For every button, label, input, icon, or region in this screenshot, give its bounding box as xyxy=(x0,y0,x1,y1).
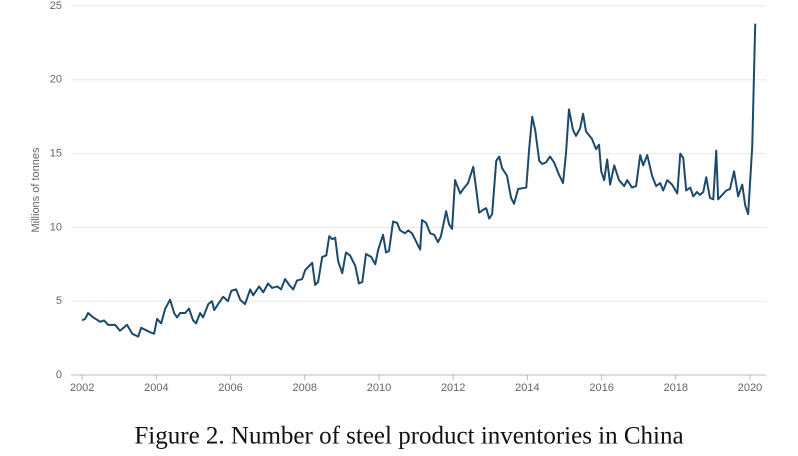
y-tick-label: 15 xyxy=(50,148,62,160)
x-tick-label: 2020 xyxy=(738,382,762,394)
x-tick-label: 2018 xyxy=(664,382,688,394)
y-tick-label: 0 xyxy=(56,369,62,381)
y-tick-label: 5 xyxy=(56,295,62,307)
x-tick-label: 2002 xyxy=(70,382,94,394)
x-tick-label: 2014 xyxy=(515,382,539,394)
x-tick-label: 2008 xyxy=(293,382,317,394)
x-tick-label: 2010 xyxy=(367,382,391,394)
x-tick-label: 2004 xyxy=(144,382,168,394)
y-tick-label: 10 xyxy=(50,221,62,233)
x-tick-label: 2012 xyxy=(441,382,465,394)
y-tick-label: 20 xyxy=(50,74,62,86)
x-tick-label: 2016 xyxy=(589,382,613,394)
x-tick-label: 2006 xyxy=(218,382,242,394)
data-line xyxy=(81,23,757,338)
y-tick-label: 25 xyxy=(50,0,62,12)
y-axis-label: Millions of tonnes xyxy=(30,147,42,232)
caption: Figure 2. Number of steel product invent… xyxy=(134,423,683,450)
